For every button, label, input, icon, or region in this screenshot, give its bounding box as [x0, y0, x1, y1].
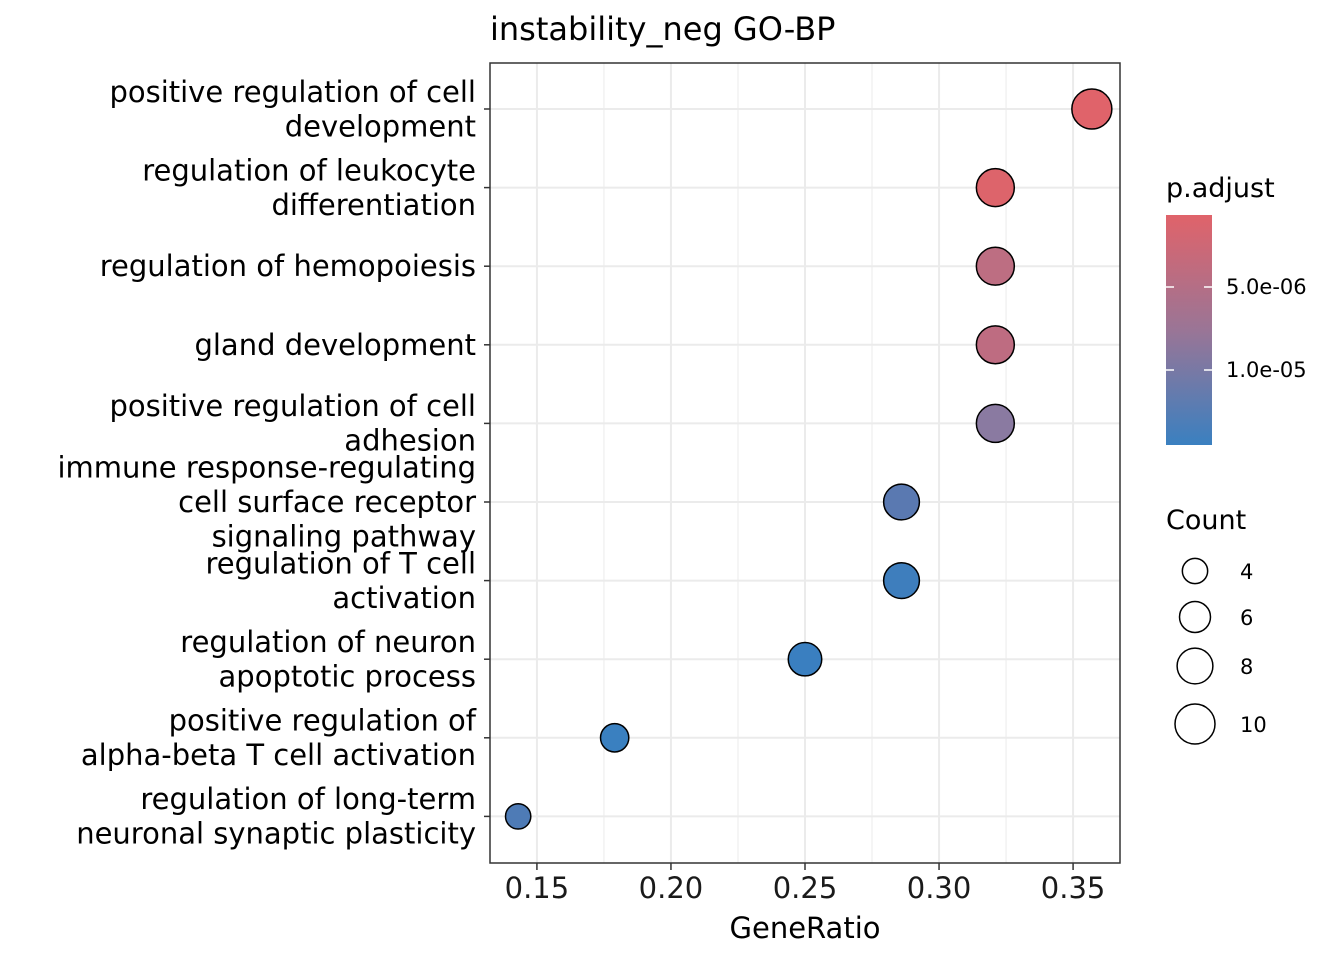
size-legend-label: 4 — [1240, 560, 1253, 584]
size-legend-label: 10 — [1240, 713, 1267, 737]
size-legend-key — [1178, 600, 1212, 634]
color-legend-label: 5.0e-06 — [1226, 275, 1307, 299]
y-tick-label: positive regulation of alpha-beta T cell … — [81, 704, 477, 773]
y-tick-label: regulation of T cell activation — [205, 546, 476, 615]
x-tick-label: 0.35 — [1041, 871, 1106, 905]
data-point — [1071, 88, 1113, 130]
color-legend: p.adjust 5.0e-06 1.0e-05 — [1166, 173, 1307, 445]
data-points — [504, 88, 1113, 830]
y-tick-label: regulation of long-term neuronal synaptic… — [76, 782, 476, 851]
y-tick-label: regulation of neuron apoptotic process — [180, 625, 476, 694]
y-axis: positive regulation of cell development re… — [57, 75, 490, 851]
color-legend-title: p.adjust — [1166, 173, 1275, 204]
data-point — [504, 803, 532, 830]
x-tick-label: 0.20 — [639, 871, 704, 905]
color-bar — [1166, 215, 1212, 445]
x-axis: 0.15 0.20 0.25 0.30 0.35 — [505, 863, 1106, 905]
chart-title: instability_neg GO-BP — [490, 10, 835, 48]
y-tick-label: gland development — [194, 328, 476, 362]
size-legend: Count 4 6 8 10 — [1166, 505, 1267, 745]
y-tick-label: positive regulation of cell development — [109, 75, 476, 144]
y-tick-label: regulation of leukocyte differentiation — [142, 153, 476, 222]
x-tick-label: 0.25 — [773, 871, 838, 905]
size-legend-key — [1181, 557, 1209, 585]
y-tick-label: positive regulation of cell adhesion — [109, 389, 476, 458]
data-point — [882, 561, 921, 600]
size-legend-label: 6 — [1240, 606, 1253, 630]
size-legend-key — [1174, 703, 1216, 745]
size-legend-title: Count — [1166, 505, 1246, 536]
y-tick-label: regulation of hemopoiesis — [100, 249, 476, 283]
color-legend-label: 1.0e-05 — [1226, 358, 1307, 382]
x-axis-title: GeneRatio — [730, 911, 881, 945]
data-point — [975, 325, 1016, 365]
data-point — [882, 483, 921, 521]
y-tick-label: immune response-regulating cell surface r… — [57, 451, 476, 554]
data-point — [975, 167, 1016, 208]
data-point — [975, 246, 1016, 286]
data-point — [975, 403, 1016, 444]
data-point — [787, 641, 823, 677]
x-tick-label: 0.30 — [907, 871, 972, 905]
data-point — [599, 722, 630, 753]
size-legend-label: 8 — [1240, 655, 1253, 679]
x-tick-label: 0.15 — [505, 871, 570, 905]
size-legend-key — [1176, 647, 1214, 685]
